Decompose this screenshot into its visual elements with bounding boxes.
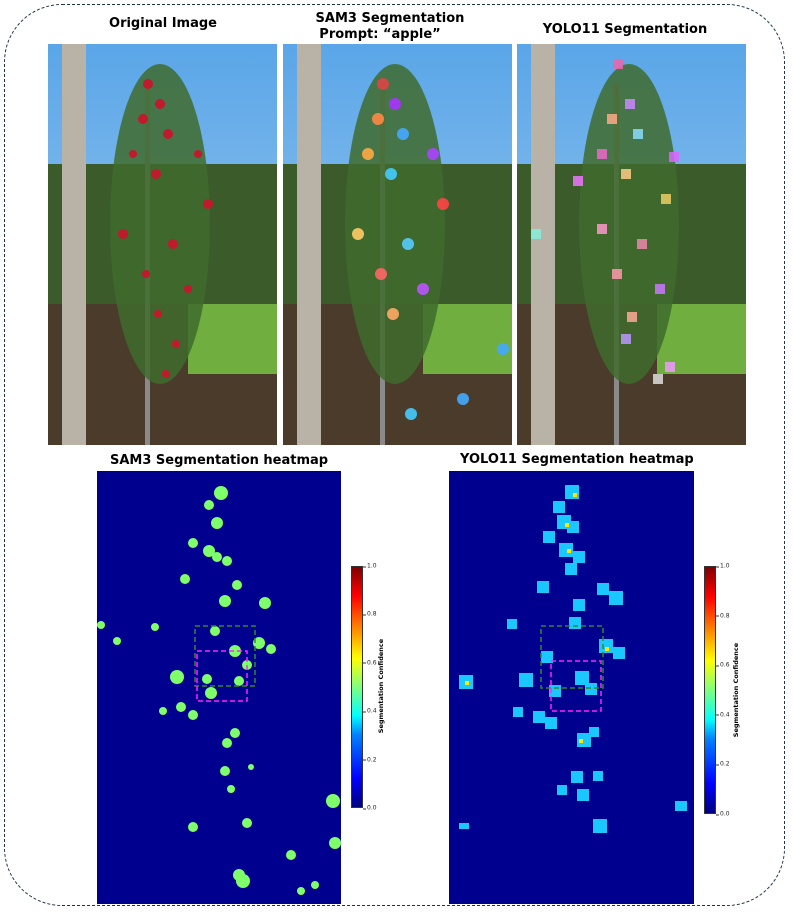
sam3-heatmap [97,471,341,904]
sam3-tick-08: 0.8 [363,610,377,618]
yolo11-tick-10: 1.0 [716,562,730,570]
dashed-frame [4,4,785,906]
sam3-tick-00: 0.0 [363,804,377,812]
yolo11-colorbar: 1.0 0.8 0.6 0.4 0.2 0.0 [704,562,744,818]
orchard-photo-original [48,44,277,445]
sam3-tick-02: 0.2 [363,756,377,764]
yolo11-segmentation-title: YOLO11 Segmentation [542,22,708,37]
yolo11-tick-00: 0.0 [716,810,730,818]
yolo11-tick-08: 0.8 [716,612,730,620]
sam3-tick-06: 0.6 [363,659,377,667]
sam3-colorbar-gradient [351,566,363,808]
yolo11-heatmap-canvas [459,485,687,833]
yolo11-heatmap-title: YOLO11 Segmentation heatmap [460,452,694,467]
sam3-heatmap-title: SAM3 Segmentation heatmap [110,453,329,468]
yolo11-tick-04: 0.4 [716,711,730,719]
original-image-panel [48,44,277,445]
yolo11-tick-06: 0.6 [716,661,730,669]
yolo11-tick-02: 0.2 [716,760,730,768]
yolo11-colorbar-gradient [704,566,716,814]
original-image-title: Original Image [109,16,217,31]
sam3-segmentation-title: SAM3 Segmentation [315,11,465,26]
sam3-prompt-title: Prompt: “apple” [319,27,441,42]
sam3-colorbar-label: Segmentation Confidence [377,638,385,734]
sam3-tick-10: 1.0 [363,562,377,570]
orchard-photo-yolo11 [517,44,746,445]
sam3-heatmap-canvas [97,486,341,895]
orchard-photo-sam3 [283,44,512,445]
yolo11-segmentation-panel [517,44,746,445]
sam3-colorbar: 1.0 0.8 0.6 0.4 0.2 0.0 [351,562,391,812]
sam3-segmentation-panel [283,44,512,445]
yolo11-heatmap [449,471,694,904]
sam3-tick-04: 0.4 [363,707,377,715]
yolo11-colorbar-label: Segmentation Confidence [732,642,740,738]
